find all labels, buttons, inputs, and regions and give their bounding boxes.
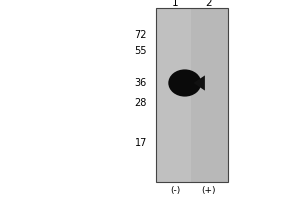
- Bar: [190, 8, 228, 182]
- Text: 55: 55: [134, 46, 147, 56]
- Text: 72: 72: [134, 30, 147, 40]
- Text: 17: 17: [135, 138, 147, 148]
- Text: (+): (+): [201, 186, 216, 195]
- Text: 2: 2: [205, 0, 212, 8]
- Polygon shape: [194, 75, 205, 91]
- Text: (-): (-): [170, 186, 181, 195]
- Bar: [156, 8, 228, 182]
- Ellipse shape: [168, 69, 201, 97]
- Text: 1: 1: [172, 0, 179, 8]
- Text: 28: 28: [135, 98, 147, 108]
- Bar: [156, 8, 228, 182]
- Text: 36: 36: [135, 78, 147, 88]
